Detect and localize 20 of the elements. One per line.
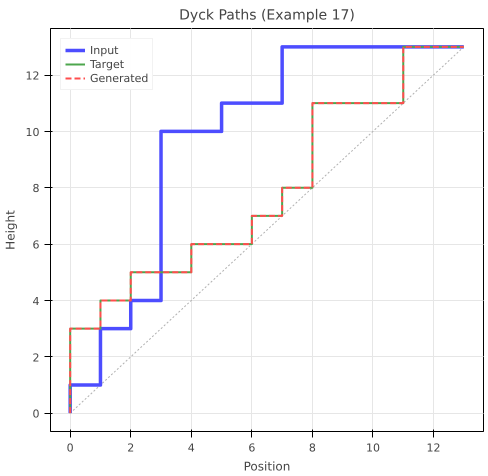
y-tick-label: 12 [26, 70, 40, 82]
x-tick-label: 12 [426, 442, 441, 454]
y-tick-label: 4 [32, 294, 40, 308]
legend-label: Input [90, 43, 118, 57]
legend-label: Generated [90, 71, 148, 85]
legend-label: Target [90, 57, 124, 71]
y-axis-title: Height [4, 210, 18, 250]
y-tick-label: 10 [26, 126, 40, 139]
x-tick-label: 10 [366, 442, 380, 454]
chart-title: Dyck Paths (Example 17) [179, 8, 355, 24]
y-tick-label: 2 [32, 351, 40, 364]
y-tick-label: 0 [32, 408, 40, 421]
y-tick-label: 8 [32, 182, 40, 196]
x-tick-label: 2 [127, 442, 134, 454]
x-axis-title: Position [244, 460, 290, 474]
x-tick-label: 4 [188, 442, 195, 454]
x-tick-label: 8 [308, 442, 316, 454]
y-tick-label: 6 [32, 238, 40, 252]
x-tick-label: 6 [248, 442, 256, 454]
x-tick-label: 0 [66, 442, 74, 454]
